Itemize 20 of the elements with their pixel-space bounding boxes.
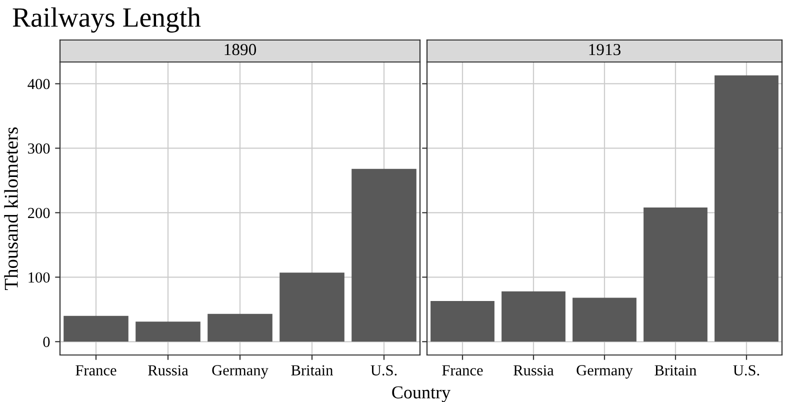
x-tick-label: Germany — [576, 365, 633, 379]
y-tick-label: 300 — [28, 143, 50, 154]
y-axis-title: Thousand kilometers — [4, 127, 18, 290]
x-tick-label: Germany — [212, 365, 268, 379]
chart-subtitle: 1913 — [589, 44, 621, 56]
chart-subtitle: 1890 — [224, 44, 256, 56]
x-tick-label: France — [442, 365, 483, 376]
y-tick-label: 0 — [43, 336, 50, 348]
y-tick-label: 200 — [28, 208, 50, 218]
y-tick-label: 100 — [28, 272, 50, 283]
x-axis-title: Country — [392, 386, 451, 402]
x-tick-label: Russia — [514, 365, 554, 376]
x-tick-label: Russia — [148, 365, 188, 376]
x-tick-label: U.S. — [370, 365, 397, 376]
x-tick-label: U.S. — [733, 365, 760, 376]
chart-title: Railways Length — [12, 7, 201, 33]
x-tick-label: France — [76, 365, 116, 376]
x-tick-label: Britain — [654, 365, 696, 376]
x-tick-label: Britain — [291, 365, 333, 376]
y-tick-label: 400 — [28, 78, 50, 90]
